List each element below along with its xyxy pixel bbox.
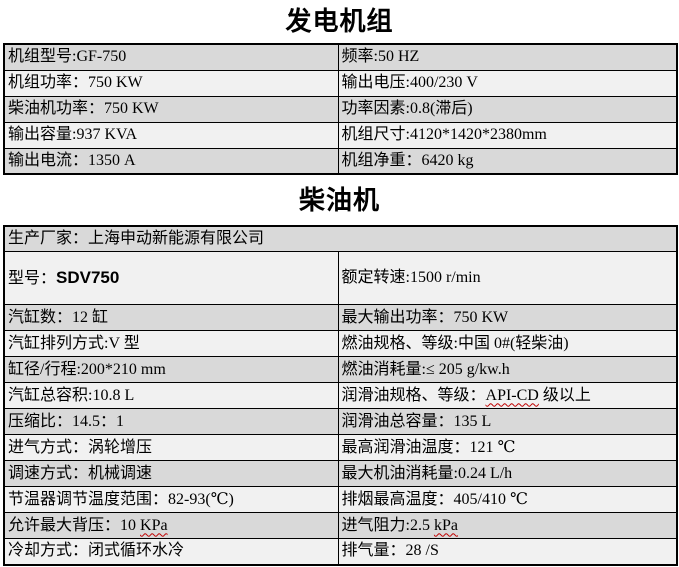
spec-cell-left: 进气方式：涡轮增压 — [3, 434, 339, 461]
table-row: 进气方式：涡轮增压 最高润滑油温度：121 ℃ — [3, 434, 678, 461]
spec-cell-right: 进气阻力:2.5 kPa — [337, 512, 678, 539]
misspelled-text: API-CD — [485, 386, 539, 404]
spec-cell-left: 输出电流：1350 A — [3, 147, 339, 175]
spec-cell-left: 机组功率：750 KW — [3, 69, 339, 97]
rated-speed-cell: 额定转速:1500 r/min — [337, 251, 678, 305]
spec-cell-left: 缸径/行程:200*210 mm — [3, 356, 339, 383]
table-row: 机组型号:GF-750 频率:50 HZ — [3, 43, 678, 71]
table-row: 输出电流：1350 A 机组净重：6420 kg — [3, 147, 678, 175]
table-row: 节温器调节温度范围：82-93(℃) 排烟最高温度：405/410 ℃ — [3, 486, 678, 513]
generator-section-title: 发电机组 — [285, 7, 394, 36]
generator-spec-table: 机组型号:GF-750 频率:50 HZ 机组功率：750 KW 输出电压:40… — [3, 43, 678, 175]
spec-cell-right: 润滑油总容量：135 L — [337, 408, 678, 435]
diesel-section-title: 柴油机 — [298, 186, 380, 215]
spec-cell-left: 输出容量:937 KVA — [3, 121, 339, 149]
diesel-spec-table: 生产厂家：上海申动新能源有限公司 型号：SDV750 额定转速:1500 r/m… — [3, 225, 679, 566]
spec-cell-right: 最大机油消耗量:0.24 L/h — [337, 460, 678, 487]
manufacturer-row: 生产厂家：上海申动新能源有限公司 — [3, 225, 678, 252]
spec-cell-right: 输出电压:400/230 V — [337, 69, 678, 97]
spec-cell-left: 汽缸排列方式:V 型 — [3, 330, 339, 357]
misspelled-text: kPa — [433, 516, 458, 534]
spec-cell-right: 最大输出功率：750 KW — [337, 304, 678, 331]
spec-cell-left: 柴油机功率：750 KW — [3, 95, 339, 123]
table-row: 压缩比：14.5：1 润滑油总容量：135 L — [3, 408, 678, 435]
model-row: 型号：SDV750 额定转速:1500 r/min — [3, 251, 678, 305]
spec-cell-left: 冷却方式：闭式循环水冷 — [3, 538, 339, 565]
table-row: 柴油机功率：750 KW 功率因素:0.8(滞后) — [3, 95, 678, 123]
table-row: 输出容量:937 KVA 机组尺寸:4120*1420*2380mm — [3, 121, 678, 149]
spec-cell-right: 机组尺寸:4120*1420*2380mm — [337, 121, 678, 149]
spec-cell-right: 最高润滑油温度：121 ℃ — [337, 434, 678, 461]
table-row: 允许最大背压：10 KPa 进气阻力:2.5 kPa — [3, 512, 678, 539]
spec-cell-left: 汽缸数：12 缸 — [3, 304, 339, 331]
misspelled-text: KPa — [140, 516, 168, 534]
spec-cell-left: 节温器调节温度范围：82-93(℃) — [3, 486, 339, 513]
model-cell: 型号：SDV750 — [3, 251, 339, 305]
spec-cell-right: 排气量：28 /S — [337, 538, 678, 565]
model-number: SDV750 — [56, 267, 120, 287]
spec-cell-left: 机组型号:GF-750 — [3, 43, 339, 71]
spec-cell-right: 排烟最高温度：405/410 ℃ — [337, 486, 678, 513]
table-row: 调速方式：机械调速 最大机油消耗量:0.24 L/h — [3, 460, 678, 487]
spec-cell-right: 燃油规格、等级:中国 0#(轻柴油) — [337, 330, 678, 357]
model-label: 型号： — [8, 269, 57, 287]
table-row: 缸径/行程:200*210 mm 燃油消耗量:≤ 205 g/kw.h — [3, 356, 678, 383]
manufacturer-cell: 生产厂家：上海申动新能源有限公司 — [3, 225, 678, 252]
table-row: 汽缸数：12 缸 最大输出功率：750 KW — [3, 304, 678, 331]
spec-cell-left: 压缩比：14.5：1 — [3, 408, 339, 435]
spec-cell-right: 润滑油规格、等级：API-CD 级以上 — [337, 382, 678, 409]
spec-cell-right: 机组净重：6420 kg — [337, 147, 678, 175]
table-row: 机组功率：750 KW 输出电压:400/230 V — [3, 69, 678, 97]
spec-cell-left: 汽缸总容积:10.8 L — [3, 382, 339, 409]
table-row: 汽缸排列方式:V 型 燃油规格、等级:中国 0#(轻柴油) — [3, 330, 678, 357]
spec-cell-right: 频率:50 HZ — [337, 43, 678, 71]
spec-cell-right: 功率因素:0.8(滞后) — [337, 95, 678, 123]
spec-cell-left: 调速方式：机械调速 — [3, 460, 339, 487]
spec-cell-right: 燃油消耗量:≤ 205 g/kw.h — [337, 356, 678, 383]
table-row: 汽缸总容积:10.8 L 润滑油规格、等级：API-CD 级以上 — [3, 382, 678, 409]
table-row: 冷却方式：闭式循环水冷 排气量：28 /S — [3, 538, 678, 565]
spec-cell-left: 允许最大背压：10 KPa — [3, 512, 339, 539]
